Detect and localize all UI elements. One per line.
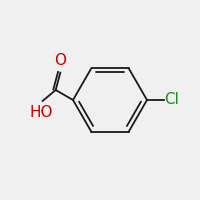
Text: O: O	[54, 53, 66, 68]
Text: Cl: Cl	[165, 92, 179, 108]
Text: HO: HO	[30, 105, 53, 120]
